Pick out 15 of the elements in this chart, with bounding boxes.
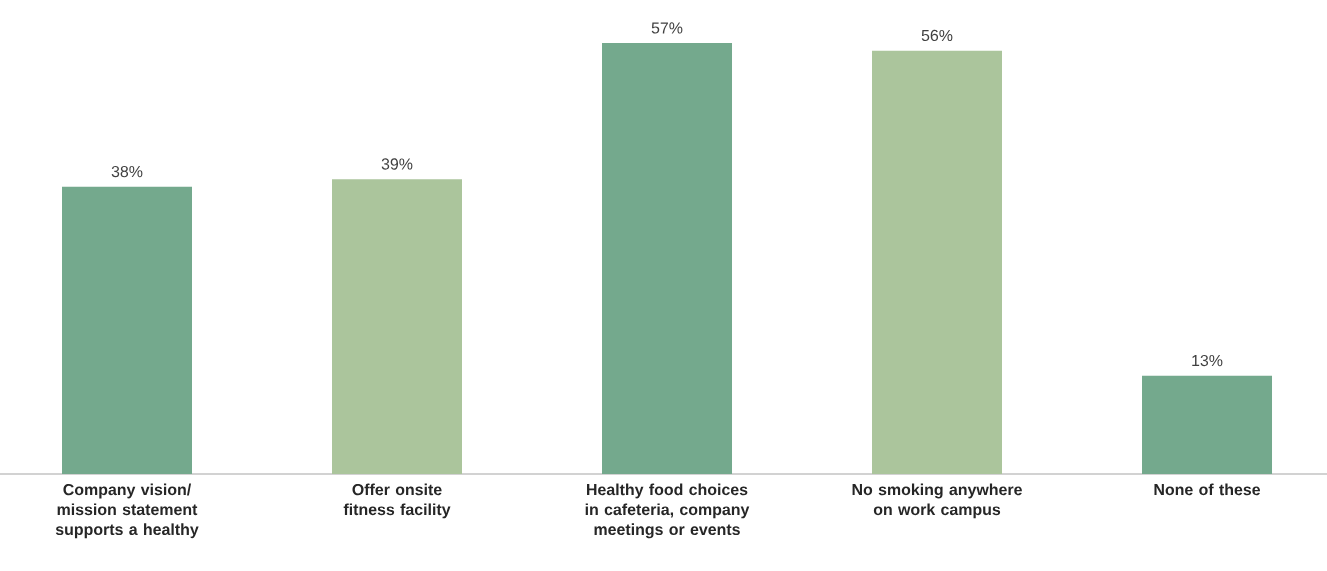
bar <box>332 179 462 474</box>
bar <box>1142 375 1273 474</box>
data-label: 38% <box>111 165 143 178</box>
x-tick-label: Company vision/ mission statement supports a healthy <box>55 483 199 539</box>
data-label: 13% <box>1192 354 1223 367</box>
x-tick-label: No smoking anywhere on work campus <box>852 483 1022 519</box>
bar <box>872 50 1003 474</box>
bar <box>602 43 733 474</box>
x-tick-label: None of these <box>1154 483 1261 496</box>
data-label: 57% <box>651 22 683 34</box>
data-label: 39% <box>381 158 413 170</box>
x-tick-label: Healthy food choices in cafeteria, company meetings or events <box>585 483 750 539</box>
bar <box>62 186 192 474</box>
x-tick-label: Offer onsite fitness facility <box>343 483 451 519</box>
data-label: 56% <box>921 29 953 42</box>
